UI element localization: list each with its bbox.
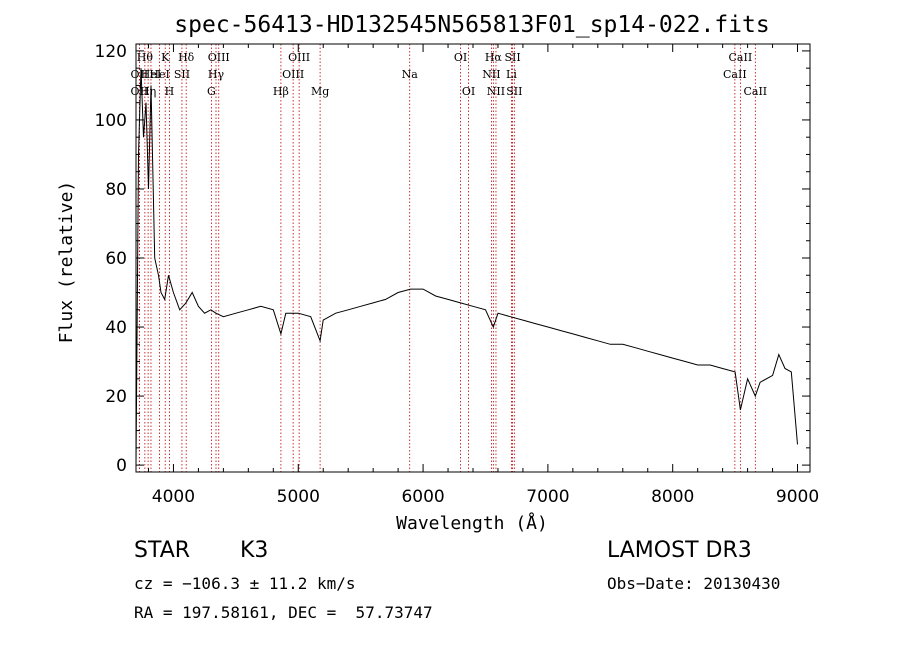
coordinates: RA = 197.58161, DEC = 57.73747 xyxy=(134,603,433,622)
line-marker-label: Na xyxy=(402,68,419,81)
line-marker-label: Hθ xyxy=(137,51,154,64)
line-marker-label: OI xyxy=(462,85,475,98)
x-tick-label: 6000 xyxy=(401,487,444,507)
line-marker-label: Hα xyxy=(485,51,503,64)
y-axis-ticks: 0 20 40 60 80 100 120 xyxy=(95,42,810,476)
line-marker-label: SII xyxy=(504,51,520,64)
spectral-line-labels: OIIOIIHθHηHeIHeIKHSIIHδGHγOIIIHβOIIIOIII… xyxy=(131,51,768,98)
observation-date: Obs−Date: 20130430 xyxy=(607,574,781,593)
x-axis-ticks: 4000 5000 6000 7000 8000 9000 xyxy=(147,44,819,507)
redshift-velocity: cz = −106.3 ± 11.2 km/s xyxy=(134,574,356,593)
y-axis-label: Flux (relative) xyxy=(56,181,77,344)
line-marker-label: OIII xyxy=(208,51,230,64)
line-marker-label: K xyxy=(161,51,170,64)
line-marker-label: OIII xyxy=(282,68,304,81)
y-tick-label: 0 xyxy=(116,456,127,476)
y-tick-label: 120 xyxy=(95,42,127,62)
line-marker-label: Hδ xyxy=(178,51,195,64)
x-tick-label: 4000 xyxy=(152,487,195,507)
line-marker-label: CaII xyxy=(729,51,753,64)
line-marker-label: OII xyxy=(131,68,149,81)
line-marker-label: CaII xyxy=(723,68,747,81)
line-marker-label: NII xyxy=(482,68,500,81)
x-tick-label: 7000 xyxy=(526,487,569,507)
x-tick-label: 8000 xyxy=(651,487,694,507)
object-subclass: K3 xyxy=(240,538,269,563)
line-marker-label: Hγ xyxy=(208,68,225,81)
line-marker-label: OIII xyxy=(288,51,310,64)
line-marker-label: Hη xyxy=(140,85,156,98)
line-marker-label: HeI xyxy=(141,68,161,81)
line-marker-label: Li xyxy=(506,68,517,81)
x-axis-label: Wavelength (Å) xyxy=(396,512,548,534)
line-marker-label: OII xyxy=(131,85,149,98)
line-marker-label: G xyxy=(207,85,216,98)
line-marker-label: NII xyxy=(487,85,505,98)
line-marker-label: CaII xyxy=(743,85,767,98)
line-marker-label: OI xyxy=(454,51,467,64)
y-tick-label: 40 xyxy=(105,318,127,338)
object-class: STAR xyxy=(134,538,191,563)
y-tick-label: 60 xyxy=(105,249,127,269)
survey-name: LAMOST DR3 xyxy=(607,538,752,563)
line-marker-label: SII xyxy=(174,68,190,81)
x-tick-label: 9000 xyxy=(776,487,819,507)
spectral-line-markers xyxy=(138,44,756,472)
y-tick-label: 20 xyxy=(105,387,127,407)
y-tick-label: 100 xyxy=(95,111,127,131)
line-marker-label: Mg xyxy=(311,85,329,98)
chart-title: spec-56413-HD132545N565813F01_sp14-022.f… xyxy=(174,12,769,38)
line-marker-label: HeI xyxy=(149,68,169,81)
line-marker-label: SII xyxy=(506,85,522,98)
line-marker-label: Hβ xyxy=(273,85,289,98)
line-marker-label: H xyxy=(165,85,175,98)
y-tick-label: 80 xyxy=(105,180,127,200)
spectrum-line xyxy=(135,68,798,466)
plot-frame xyxy=(135,43,811,473)
x-tick-label: 5000 xyxy=(277,487,320,507)
